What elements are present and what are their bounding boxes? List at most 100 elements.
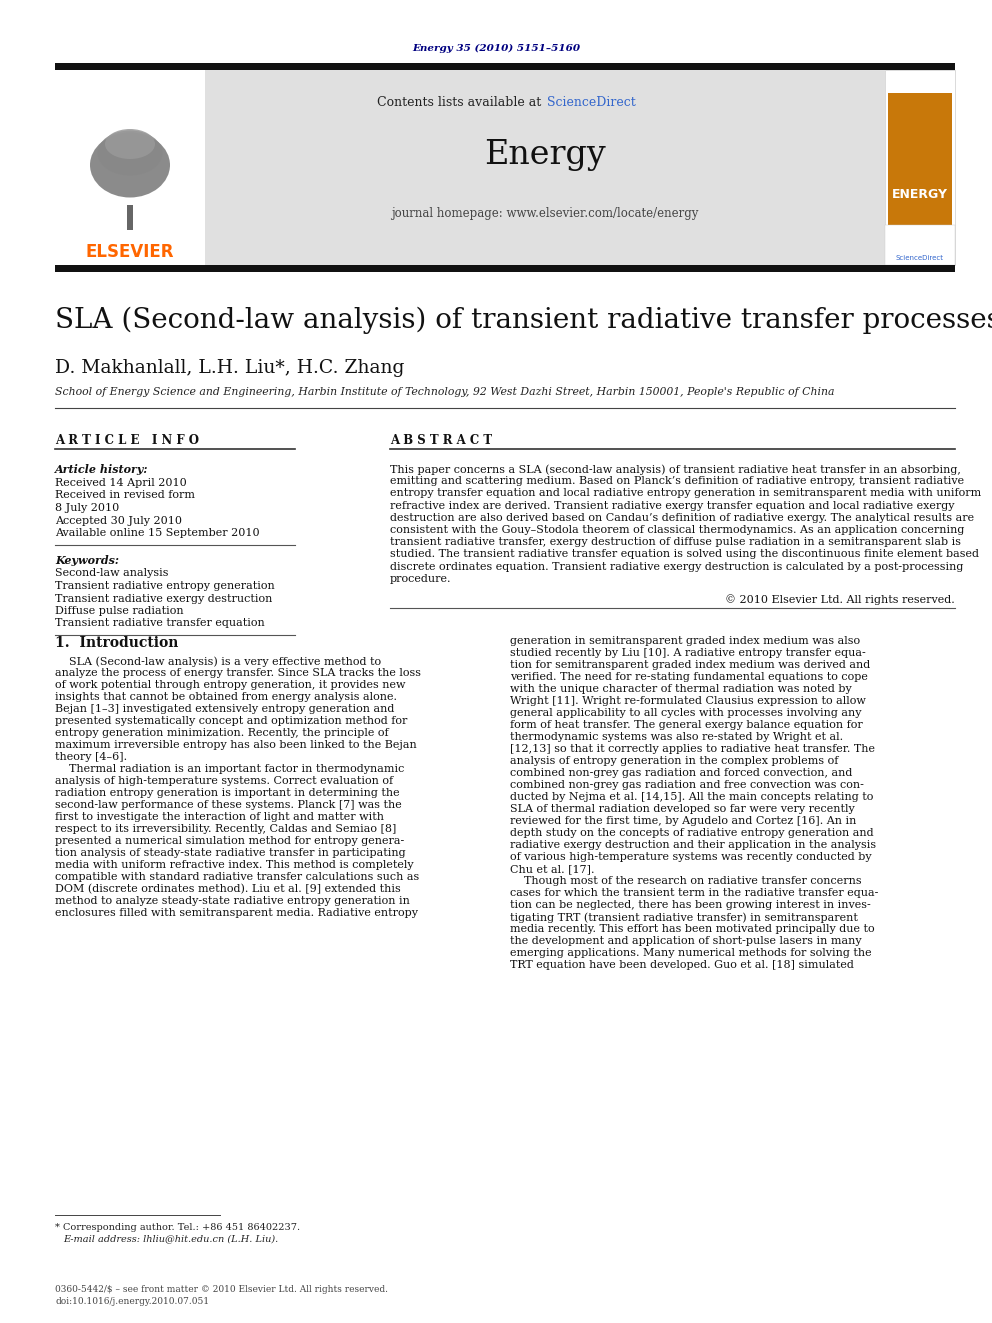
Text: Wright [11]. Wright re-formulated Clausius expression to allow: Wright [11]. Wright re-formulated Clausi… xyxy=(510,696,866,706)
Text: with the unique character of thermal radiation was noted by: with the unique character of thermal rad… xyxy=(510,684,852,695)
Text: The International Journal: The International Journal xyxy=(886,238,954,242)
Bar xyxy=(885,70,955,265)
Bar xyxy=(127,205,133,230)
Text: tion can be neglected, there has been growing interest in inves-: tion can be neglected, there has been gr… xyxy=(510,900,871,910)
Text: depth study on the concepts of radiative entropy generation and: depth study on the concepts of radiative… xyxy=(510,828,874,837)
Text: 1.  Introduction: 1. Introduction xyxy=(55,636,179,650)
Text: TRT equation have been developed. Guo et al. [18] simulated: TRT equation have been developed. Guo et… xyxy=(510,960,854,970)
Text: Received in revised form: Received in revised form xyxy=(55,491,195,500)
Text: SLA (Second-law analysis) of transient radiative transfer processes: SLA (Second-law analysis) of transient r… xyxy=(55,307,992,333)
Text: SLA of thermal radiation developed so far were very recently: SLA of thermal radiation developed so fa… xyxy=(510,804,855,814)
Text: tion for semitransparent graded index medium was derived and: tion for semitransparent graded index me… xyxy=(510,660,870,669)
Text: Accepted 30 July 2010: Accepted 30 July 2010 xyxy=(55,516,182,525)
Text: transient radiative transfer, exergy destruction of diffuse pulse radiation in a: transient radiative transfer, exergy des… xyxy=(390,537,961,548)
Text: analysis of high-temperature systems. Correct evaluation of: analysis of high-temperature systems. Co… xyxy=(55,777,393,786)
Text: ScienceDirect: ScienceDirect xyxy=(896,255,944,261)
Text: Bejan [1–3] investigated extensively entropy generation and: Bejan [1–3] investigated extensively ent… xyxy=(55,704,395,714)
Ellipse shape xyxy=(97,131,163,176)
Text: [12,13] so that it correctly applies to radiative heat transfer. The: [12,13] so that it correctly applies to … xyxy=(510,744,875,754)
Text: studied recently by Liu [10]. A radiative entropy transfer equa-: studied recently by Liu [10]. A radiativ… xyxy=(510,648,866,658)
Text: discrete ordinates equation. Transient radiative exergy destruction is calculate: discrete ordinates equation. Transient r… xyxy=(390,561,963,572)
Text: Thermal radiation is an important factor in thermodynamic: Thermal radiation is an important factor… xyxy=(55,763,405,774)
Text: Available online 15 September 2010: Available online 15 September 2010 xyxy=(55,528,260,538)
Text: ENERGY: ENERGY xyxy=(892,188,948,201)
Text: form of heat transfer. The general exergy balance equation for: form of heat transfer. The general exerg… xyxy=(510,720,863,730)
Text: compatible with standard radiative transfer calculations such as: compatible with standard radiative trans… xyxy=(55,872,420,882)
Text: Contents lists available at: Contents lists available at xyxy=(377,95,545,108)
Text: theory [4–6].: theory [4–6]. xyxy=(55,751,127,762)
Text: SLA (Second-law analysis) is a very effective method to: SLA (Second-law analysis) is a very effe… xyxy=(55,656,381,667)
Text: Energy 35 (2010) 5151–5160: Energy 35 (2010) 5151–5160 xyxy=(412,44,580,53)
Text: ELSEVIER: ELSEVIER xyxy=(85,243,175,261)
Text: Received 14 April 2010: Received 14 April 2010 xyxy=(55,478,186,488)
Text: presented a numerical simulation method for entropy genera-: presented a numerical simulation method … xyxy=(55,836,405,845)
Ellipse shape xyxy=(90,132,170,197)
Text: generation in semitransparent graded index medium was also: generation in semitransparent graded ind… xyxy=(510,636,860,646)
Text: ScienceDirect: ScienceDirect xyxy=(547,95,636,108)
Text: the development and application of short-pulse lasers in many: the development and application of short… xyxy=(510,935,862,946)
Text: insights that cannot be obtained from energy analysis alone.: insights that cannot be obtained from en… xyxy=(55,692,397,703)
Text: E-mail address: lhliu@hit.edu.cn (L.H. Liu).: E-mail address: lhliu@hit.edu.cn (L.H. L… xyxy=(63,1234,278,1244)
Text: D. Makhanlall, L.H. Liu*, H.C. Zhang: D. Makhanlall, L.H. Liu*, H.C. Zhang xyxy=(55,359,405,377)
Text: journal homepage: www.elsevier.com/locate/energy: journal homepage: www.elsevier.com/locat… xyxy=(391,206,698,220)
Text: presented systematically concept and optimization method for: presented systematically concept and opt… xyxy=(55,716,408,726)
Text: of various high-temperature systems was recently conducted by: of various high-temperature systems was … xyxy=(510,852,872,863)
Text: verified. The need for re-stating fundamental equations to cope: verified. The need for re-stating fundam… xyxy=(510,672,868,681)
Text: ducted by Nejma et al. [14,15]. All the main concepts relating to: ducted by Nejma et al. [14,15]. All the … xyxy=(510,792,873,802)
Bar xyxy=(55,64,955,70)
Text: Transient radiative transfer equation: Transient radiative transfer equation xyxy=(55,618,265,628)
Text: tigating TRT (transient radiative transfer) in semitransparent: tigating TRT (transient radiative transf… xyxy=(510,912,858,922)
Text: tion analysis of steady-state radiative transfer in participating: tion analysis of steady-state radiative … xyxy=(55,848,406,859)
Text: combined non-grey gas radiation and free convection was con-: combined non-grey gas radiation and free… xyxy=(510,781,864,790)
Text: A B S T R A C T: A B S T R A C T xyxy=(390,434,492,446)
Bar xyxy=(55,70,205,265)
Text: Keywords:: Keywords: xyxy=(55,554,119,565)
Text: entropy generation minimization. Recently, the principle of: entropy generation minimization. Recentl… xyxy=(55,728,389,738)
Text: emitting and scattering medium. Based on Planck’s definition of radiative entrop: emitting and scattering medium. Based on… xyxy=(390,476,964,486)
Bar xyxy=(55,265,955,273)
Text: consistent with the Gouy–Stodola theorem of classical thermodynamics. As an appl: consistent with the Gouy–Stodola theorem… xyxy=(390,525,964,534)
Text: method to analyze steady-state radiative entropy generation in: method to analyze steady-state radiative… xyxy=(55,896,410,906)
Text: Chu et al. [17].: Chu et al. [17]. xyxy=(510,864,594,875)
Text: This paper concerns a SLA (second-law analysis) of transient radiative heat tran: This paper concerns a SLA (second-law an… xyxy=(390,464,961,475)
Text: DOM (discrete ordinates method). Liu et al. [9] extended this: DOM (discrete ordinates method). Liu et … xyxy=(55,884,401,894)
Text: media recently. This effort has been motivated principally due to: media recently. This effort has been mot… xyxy=(510,923,875,934)
Text: general applicability to all cycles with processes involving any: general applicability to all cycles with… xyxy=(510,708,861,718)
Text: School of Energy Science and Engineering, Harbin Institute of Technology, 92 Wes: School of Energy Science and Engineering… xyxy=(55,388,834,397)
Ellipse shape xyxy=(105,130,155,159)
Text: enclosures filled with semitransparent media. Radiative entropy: enclosures filled with semitransparent m… xyxy=(55,908,418,918)
Bar xyxy=(888,93,952,247)
Text: Transient radiative entropy generation: Transient radiative entropy generation xyxy=(55,581,275,591)
Text: radiation entropy generation is important in determining the: radiation entropy generation is importan… xyxy=(55,789,400,798)
Text: doi:10.1016/j.energy.2010.07.051: doi:10.1016/j.energy.2010.07.051 xyxy=(55,1297,209,1306)
Text: 8 July 2010: 8 July 2010 xyxy=(55,503,119,513)
Text: analysis of entropy generation in the complex problems of: analysis of entropy generation in the co… xyxy=(510,755,838,766)
Text: 0360-5442/$ – see front matter © 2010 Elsevier Ltd. All rights reserved.: 0360-5442/$ – see front matter © 2010 El… xyxy=(55,1285,388,1294)
Text: first to investigate the interaction of light and matter with: first to investigate the interaction of … xyxy=(55,812,384,822)
Text: destruction are also derived based on Candau’s definition of radiative exergy. T: destruction are also derived based on Ca… xyxy=(390,513,974,523)
Bar xyxy=(205,70,885,265)
Text: analyze the process of energy transfer. Since SLA tracks the loss: analyze the process of energy transfer. … xyxy=(55,668,421,677)
Text: studied. The transient radiative transfer equation is solved using the discontin: studied. The transient radiative transfe… xyxy=(390,549,979,560)
Text: * Corresponding author. Tel.: +86 451 86402237.: * Corresponding author. Tel.: +86 451 86… xyxy=(55,1222,301,1232)
Text: combined non-grey gas radiation and forced convection, and: combined non-grey gas radiation and forc… xyxy=(510,767,852,778)
Text: entropy transfer equation and local radiative entropy generation in semitranspar: entropy transfer equation and local radi… xyxy=(390,488,981,499)
Text: of work potential through entropy generation, it provides new: of work potential through entropy genera… xyxy=(55,680,406,691)
Text: © 2010 Elsevier Ltd. All rights reserved.: © 2010 Elsevier Ltd. All rights reserved… xyxy=(725,594,955,605)
Text: Though most of the research on radiative transfer concerns: Though most of the research on radiative… xyxy=(510,876,862,886)
Text: second-law performance of these systems. Planck [7] was the: second-law performance of these systems.… xyxy=(55,800,402,810)
Text: media with uniform refractive index. This method is completely: media with uniform refractive index. Thi… xyxy=(55,860,414,871)
Text: Transient radiative exergy destruction: Transient radiative exergy destruction xyxy=(55,594,273,603)
Text: cases for which the transient term in the radiative transfer equa-: cases for which the transient term in th… xyxy=(510,888,878,898)
Text: Energy: Energy xyxy=(484,139,606,171)
Text: respect to its irreversibility. Recently, Caldas and Semiao [8]: respect to its irreversibility. Recently… xyxy=(55,824,397,833)
Bar xyxy=(885,225,955,265)
Text: Second-law analysis: Second-law analysis xyxy=(55,569,169,578)
Text: reviewed for the first time, by Agudelo and Cortez [16]. An in: reviewed for the first time, by Agudelo … xyxy=(510,816,856,826)
Text: emerging applications. Many numerical methods for solving the: emerging applications. Many numerical me… xyxy=(510,949,872,958)
Text: Diffuse pulse radiation: Diffuse pulse radiation xyxy=(55,606,184,617)
Text: refractive index are derived. Transient radiative exergy transfer equation and l: refractive index are derived. Transient … xyxy=(390,500,954,511)
Text: procedure.: procedure. xyxy=(390,574,451,583)
Text: maximum irreversible entropy has also been linked to the Bejan: maximum irreversible entropy has also be… xyxy=(55,740,417,750)
Text: Article history:: Article history: xyxy=(55,464,149,475)
